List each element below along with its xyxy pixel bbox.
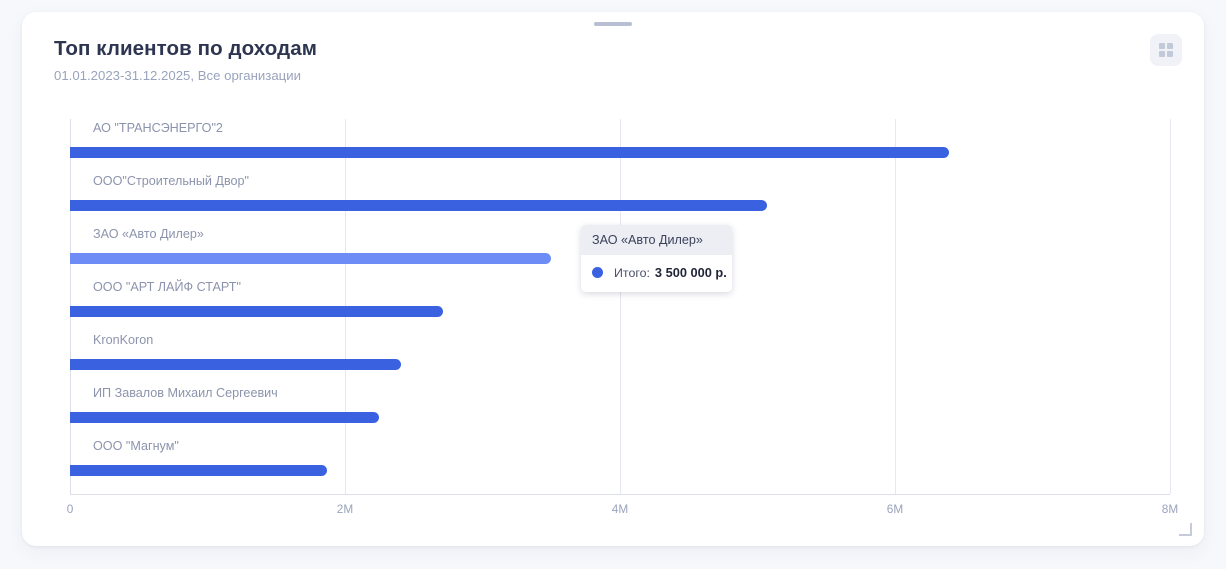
drag-handle[interactable]	[594, 22, 632, 26]
bar-row[interactable]: ИП Завалов Михаил Сергеевич	[70, 384, 1170, 437]
x-axis-line	[70, 494, 1170, 495]
x-tick-label: 0	[66, 502, 74, 516]
plot-area: АО "ТРАНСЭНЕРГО"2 ООО"Строительный Двор" З…	[70, 119, 1171, 494]
bar-row[interactable]: ООО "АРТ ЛАЙФ СТАРТ"	[70, 278, 1170, 331]
bar-category-label: KronKoron	[93, 333, 154, 347]
bar-category-label: ЗАО «Авто Дилер»	[93, 227, 204, 241]
bar[interactable]	[70, 306, 443, 317]
bar[interactable]	[70, 200, 768, 211]
bar-category-label: ООО"Строительный Двор"	[93, 174, 249, 188]
series-marker-icon	[592, 267, 603, 278]
gridline	[895, 119, 896, 494]
bar-chart: АО "ТРАНСЭНЕРГО"2 ООО"Строительный Двор" З…	[22, 12, 1204, 546]
tooltip-title: ЗАО «Авто Дилер»	[581, 225, 732, 255]
bar-row[interactable]: ЗАО «Авто Дилер»	[70, 225, 1170, 278]
page-title: Топ клиентов по доходам	[54, 37, 317, 60]
bar-row[interactable]: ООО"Строительный Двор"	[70, 172, 1170, 225]
gridline	[1170, 119, 1171, 494]
bar[interactable]	[70, 253, 552, 264]
tooltip-value: 3 500 000 р.	[654, 265, 727, 280]
x-tick-label: 4M	[611, 502, 629, 516]
x-tick-label: 2M	[336, 502, 354, 516]
chart-tooltip: ЗАО «Авто Дилер» Итого: 3 500 000 р.	[581, 225, 732, 292]
bar[interactable]	[70, 359, 402, 370]
bar[interactable]	[70, 147, 949, 158]
bar-category-label: АО "ТРАНСЭНЕРГО"2	[93, 121, 223, 135]
grid-view-button[interactable]	[1150, 34, 1182, 66]
tooltip-row: Итого: 3 500 000 р.	[581, 255, 732, 292]
grid-icon	[1159, 43, 1173, 57]
tooltip-series-label: Итого:	[614, 265, 650, 280]
bar-category-label: ООО "АРТ ЛАЙФ СТАРТ"	[93, 280, 241, 294]
bar-row[interactable]: KronKoron	[70, 331, 1170, 384]
bar-row[interactable]: ООО "Магнум"	[70, 437, 1170, 490]
gridline	[620, 119, 621, 494]
x-tick-label: 6M	[886, 502, 904, 516]
x-tick-label: 8M	[1161, 502, 1179, 516]
chart-subtitle: 01.01.2023-31.12.2025, Все организации	[54, 68, 301, 83]
bar-category-label: ИП Завалов Михаил Сергеевич	[93, 386, 278, 400]
bar[interactable]	[70, 412, 380, 423]
chart-widget-card: Топ клиентов по доходам 01.01.2023-31.12…	[22, 12, 1204, 546]
bar[interactable]	[70, 465, 328, 476]
bar-row[interactable]: АО "ТРАНСЭНЕРГО"2	[70, 119, 1170, 172]
bar-category-label: ООО "Магнум"	[93, 439, 179, 453]
resize-handle[interactable]	[1179, 523, 1192, 536]
